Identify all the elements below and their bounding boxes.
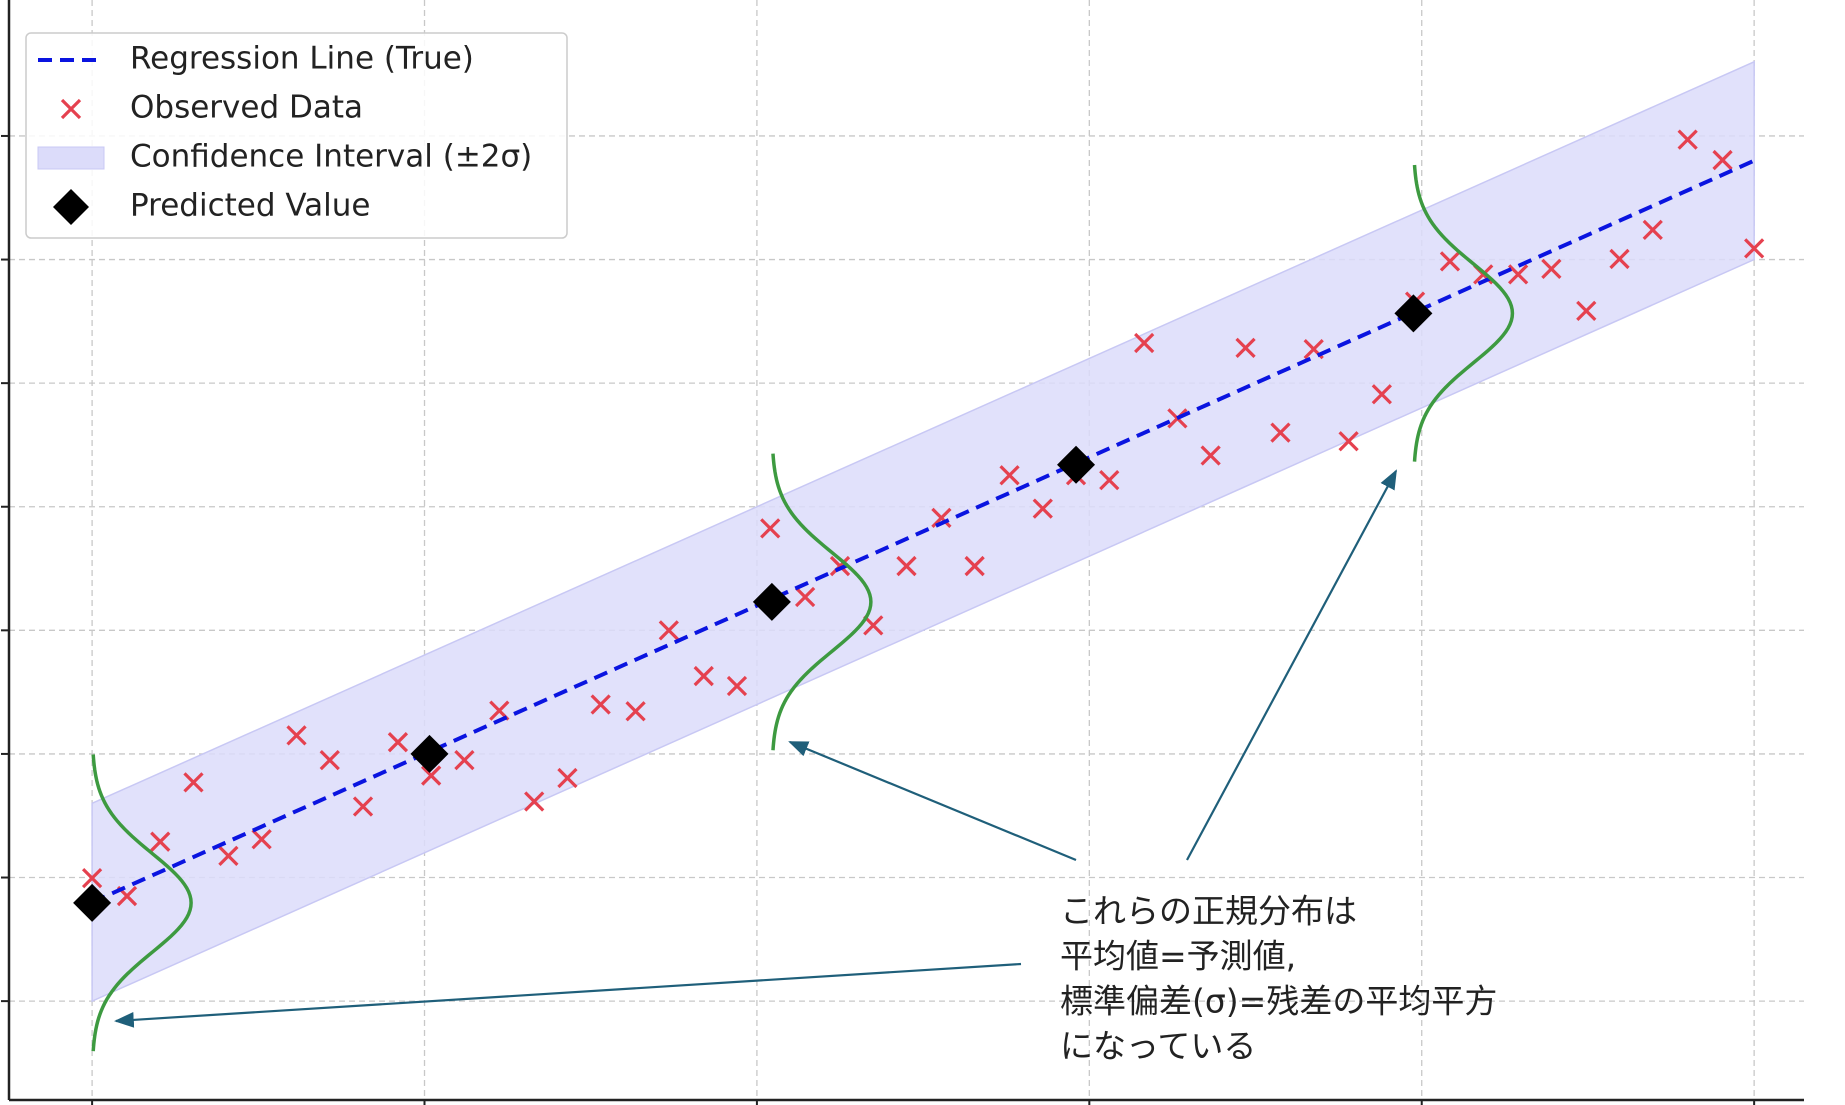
observed-point [352, 796, 374, 817]
legend-box [25, 32, 568, 239]
arrow [114, 962, 1022, 1028]
annotation-line: になっている [1060, 1027, 1256, 1066]
annotation-line: これらの正規分布は [1060, 892, 1357, 931]
legend: Regression Line (True) Observed Data Confi… [25, 32, 568, 239]
observed-point [625, 701, 646, 722]
observed-point [524, 791, 545, 812]
observed-point [1338, 431, 1359, 452]
predicted-point [410, 734, 449, 773]
observed-point [999, 465, 1020, 486]
legend-label: Predicted Value [130, 188, 371, 224]
observed-point [590, 694, 611, 715]
observed-point [1507, 264, 1529, 285]
predicted-point [1057, 445, 1096, 484]
normal-curve [91, 754, 193, 1052]
observed-point [794, 586, 816, 608]
observed-point [658, 620, 679, 641]
annotation-arrows [114, 469, 1397, 1028]
observed-point [693, 665, 714, 687]
observed-point [1439, 251, 1461, 272]
legend-handle [53, 189, 89, 225]
observed-point [1541, 258, 1562, 279]
observed-point [1371, 384, 1392, 405]
observed-point [286, 725, 307, 746]
predicted-point [1394, 294, 1433, 333]
legend-label: Confidence Interval (±2σ) [130, 139, 532, 175]
observed-point [421, 765, 442, 786]
observed-point [1642, 219, 1663, 241]
observed-point [863, 615, 884, 636]
observed-point [1134, 332, 1155, 354]
observed-point [1099, 470, 1120, 491]
legend-handle [37, 146, 105, 170]
arrow [788, 740, 1077, 862]
regression-line [91, 158, 1755, 905]
observed-point [1609, 248, 1630, 270]
observed-point [183, 772, 204, 793]
observed-point [1200, 445, 1221, 466]
legend-label: Observed Data [130, 90, 363, 126]
observed-point [1270, 422, 1291, 443]
observed-point [1712, 149, 1733, 171]
arrow [1186, 469, 1397, 861]
predicted-point [752, 582, 791, 621]
observed-point [387, 732, 409, 753]
annotation-line: 標準偏差(σ)=残差の平均平方 [1060, 982, 1497, 1021]
observed-point [81, 868, 103, 889]
legend-handle [60, 98, 82, 120]
observed-point [760, 518, 781, 539]
annotation-line: 平均値=予測値, [1060, 937, 1296, 976]
legend-label: Regression Line (True) [130, 41, 474, 77]
observed-point [557, 767, 578, 789]
observed-point [896, 555, 917, 577]
observed-point [829, 555, 851, 577]
normal-curve [1412, 164, 1515, 462]
observed-point [1235, 337, 1256, 359]
observed-point [454, 749, 475, 771]
observed-point [150, 831, 171, 852]
observed-point [726, 675, 748, 697]
observed-point [964, 555, 985, 577]
observed-point [251, 829, 272, 850]
predicted-point [73, 883, 112, 922]
observed-point [1576, 300, 1597, 321]
observed-point [218, 845, 239, 867]
observed-point [1677, 129, 1698, 150]
observed-point [319, 749, 340, 771]
observed-point [1032, 498, 1053, 519]
observed-point [1744, 238, 1765, 259]
plot-area [73, 60, 1765, 1052]
normal-curve [771, 453, 873, 751]
